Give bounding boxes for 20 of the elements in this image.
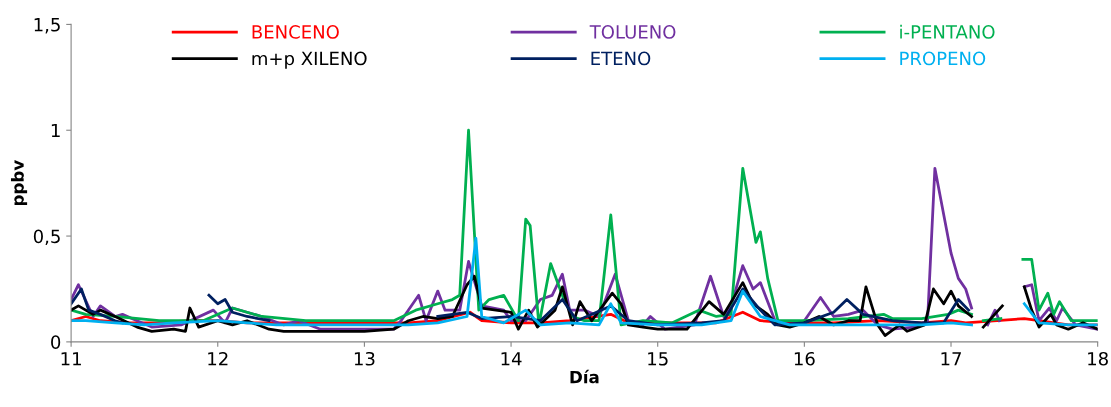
y-tick-label: 0,5 xyxy=(33,229,60,246)
x-tick-label: 11 xyxy=(61,352,81,366)
x-tick-label: 17 xyxy=(941,352,961,366)
x-axis-title: Día xyxy=(570,369,599,384)
y-tick-label: 0 xyxy=(51,335,61,349)
y-axis-title: ppbv xyxy=(10,160,28,206)
x-tick-label: 13 xyxy=(354,351,375,366)
legend-label: TOLUENO xyxy=(589,25,676,39)
legend-label: PROPENO xyxy=(900,51,986,66)
x-tick-label: 16 xyxy=(794,351,815,366)
y-tick-label: 1 xyxy=(51,123,60,138)
y-tick-label: 1,5 xyxy=(34,18,60,34)
legend-label: i-PENTANO xyxy=(900,24,995,39)
legend-label: BENCENO xyxy=(252,25,339,39)
legend-label: m+p XILENO xyxy=(252,51,367,69)
x-tick-label: 15 xyxy=(648,352,668,366)
x-tick-label: 18 xyxy=(1088,351,1108,366)
x-tick-label: 14 xyxy=(501,352,522,366)
legend-label: ETENO xyxy=(591,51,651,66)
x-tick-label: 12 xyxy=(208,351,228,366)
